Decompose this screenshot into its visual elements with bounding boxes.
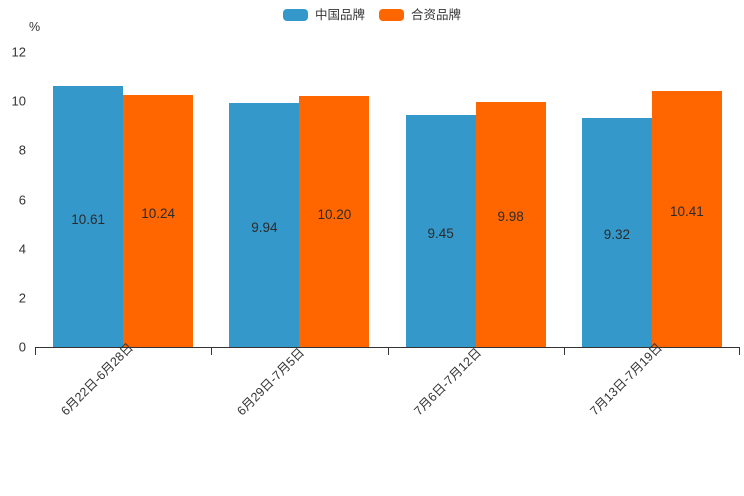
legend-item-joint-venture-brand[interactable]: 合资品牌 (379, 9, 461, 22)
x-axis-category-label: 6月22日-6月28日 (58, 340, 137, 419)
chart-legend: 中国品牌 合资品牌 (0, 4, 744, 26)
y-axis-tick-label: 10 (11, 93, 26, 109)
y-axis-tick-label: 8 (18, 142, 26, 158)
bar-value-label: 9.32 (603, 227, 631, 243)
bar[interactable]: 10.20 (299, 96, 370, 347)
x-axis-category-label: 7月6日-7月12日 (410, 345, 484, 419)
y-axis-tick-label: 2 (18, 290, 26, 306)
plot-area: 0 2 4 6 8 10 12 10.61 10.24 6月22日-6月28日 9.94 10.20 6… (12, 46, 740, 418)
y-axis-tick-label: 0 (18, 339, 26, 355)
legend-label-china-brand: 中国品牌 (314, 7, 365, 22)
legend-swatch-orange-icon (379, 9, 404, 21)
bar-value-label: 9.45 (427, 225, 454, 241)
legend-item-china-brand[interactable]: 中国品牌 (282, 7, 365, 22)
y-axis-tick-label: 6 (18, 192, 26, 207)
bar-value-label: 10.24 (141, 206, 176, 222)
x-axis-tick (387, 348, 389, 355)
bar[interactable]: 9.98 (475, 101, 546, 347)
y-axis-tick-label: 4 (18, 241, 26, 257)
bar[interactable]: 9.94 (229, 102, 300, 347)
x-axis-tick (739, 348, 740, 355)
x-axis-tick (35, 348, 36, 355)
x-axis-category-label: 6月29日-7月5日 (234, 345, 308, 419)
x-axis-tick (211, 348, 213, 355)
bar[interactable]: 10.41 (651, 91, 722, 347)
bar-value-label: 10.20 (317, 206, 352, 222)
x-axis-tick (563, 348, 565, 355)
bar-value-label: 10.61 (71, 211, 106, 227)
bar[interactable]: 10.61 (53, 86, 124, 347)
bar[interactable]: 10.24 (123, 95, 194, 347)
bar-value-label: 9.98 (497, 209, 524, 225)
bar[interactable]: 9.32 (581, 117, 652, 347)
bar[interactable]: 9.45 (405, 114, 476, 347)
bar-value-label: 9.94 (251, 219, 278, 235)
y-axis-unit-label: % (29, 20, 41, 34)
bar-value-label: 10.41 (669, 204, 704, 220)
legend-label-joint-venture-brand: 合资品牌 (411, 7, 462, 22)
legend-swatch-blue-icon (282, 9, 308, 21)
x-axis-category-label: 7月13日-7月19日 (587, 340, 665, 419)
x-axis-line (35, 347, 740, 348)
y-axis-tick-label: 12 (11, 44, 26, 60)
